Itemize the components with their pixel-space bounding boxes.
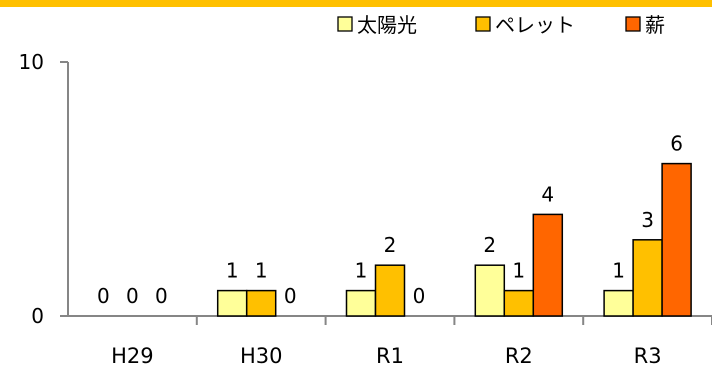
data-label-R2-薪: 4 — [541, 182, 554, 206]
y-tick-label-0: 0 — [31, 304, 44, 328]
bar-R1-太陽光 — [345, 289, 377, 317]
legend-label-ペレット: ペレット — [495, 13, 575, 37]
category-label-R1: R1 — [376, 344, 404, 368]
data-label-H29-ペレット: 0 — [126, 284, 139, 308]
legend: 太陽光 ペレット 薪 — [337, 13, 665, 37]
bar-R3-ペレット — [632, 239, 663, 317]
top-accent-band — [0, 0, 712, 7]
data-label-R2-太陽光: 2 — [483, 233, 496, 257]
legend-label-薪: 薪 — [645, 13, 665, 37]
data-label-H29-薪: 0 — [155, 284, 168, 308]
y-tick-label-10: 10 — [19, 50, 44, 74]
bar-R2-薪 — [532, 213, 564, 317]
legend-swatch-薪 — [625, 16, 641, 32]
legend-swatch-太陽光 — [337, 16, 353, 32]
bar-H30-ペレット — [245, 289, 277, 317]
data-label-R1-ペレット: 2 — [384, 233, 397, 257]
bar-R3-太陽光 — [603, 289, 634, 317]
data-label-R3-ペレット: 3 — [641, 208, 654, 232]
legend-label-太陽光: 太陽光 — [357, 13, 417, 37]
data-label-R3-太陽光: 1 — [612, 259, 625, 283]
data-label-H30-太陽光: 1 — [226, 259, 239, 283]
category-label-R3: R3 — [634, 344, 662, 368]
data-label-H29-太陽光: 0 — [97, 284, 110, 308]
bar-R2-ペレット — [503, 289, 535, 317]
data-label-R1-薪: 0 — [413, 284, 426, 308]
bar-R2-太陽光 — [474, 264, 506, 317]
bar-H30-太陽光 — [216, 289, 248, 317]
legend-swatch-ペレット — [475, 16, 491, 32]
category-label-R2: R2 — [505, 344, 533, 368]
data-label-H30-ペレット: 1 — [255, 259, 268, 283]
bar-R3-薪 — [661, 162, 692, 317]
category-label-H30: H30 — [240, 344, 283, 368]
data-label-H30-薪: 0 — [284, 284, 297, 308]
data-label-R3-薪: 6 — [670, 132, 683, 156]
bars — [216, 162, 692, 317]
category-label-H29: H29 — [111, 344, 154, 368]
bar-R1-ペレット — [374, 264, 406, 317]
data-label-R1-太陽光: 1 — [355, 259, 368, 283]
data-label-R2-ペレット: 1 — [512, 259, 525, 283]
